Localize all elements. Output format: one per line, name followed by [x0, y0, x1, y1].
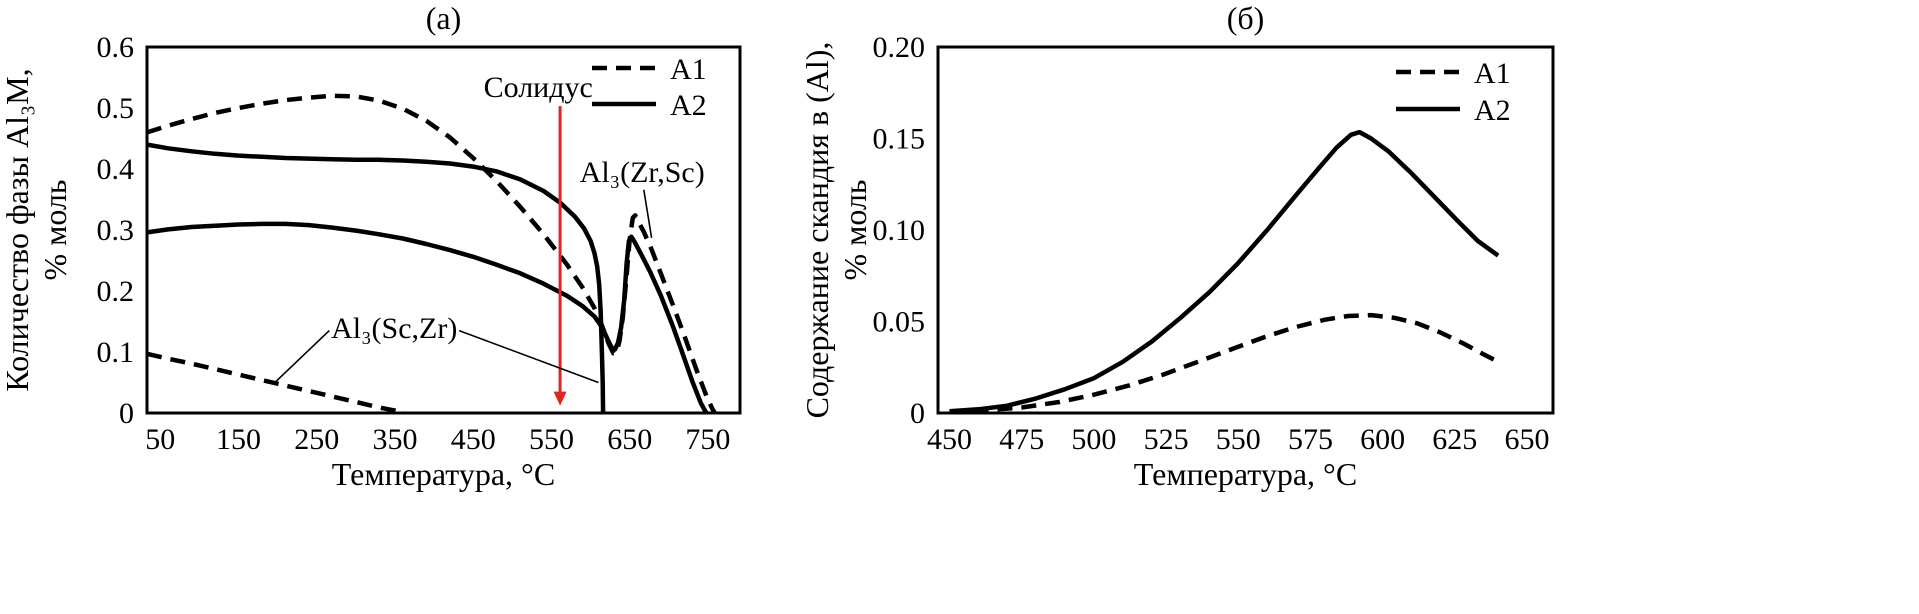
- chart-b-curve-A2-Sc-in-Al: [949, 129, 1500, 414]
- chart-b-legend-label-A2: A2: [1474, 94, 1511, 127]
- chart-a-x-tick-label: 250: [294, 423, 339, 456]
- chart-a-x-tick-label: 650: [607, 423, 652, 456]
- solidus-arrowhead-icon: [553, 391, 567, 406]
- chart-a-curve-A1-Al₃(Zr,Sc): [146, 93, 717, 415]
- chart-a-legend-label-A1: A1: [670, 53, 707, 86]
- chart-b-y-tick-label: 0.10: [873, 214, 926, 247]
- chart-b-y-tick-label: 0.20: [873, 31, 926, 64]
- chart-a-x-tick-label: 350: [373, 423, 418, 456]
- chart-a-ylabel-line1: Количество фазы Al₃M,: [0, 68, 35, 392]
- chart-a-frame: [145, 45, 742, 415]
- chart-b-legend-label-A1: A1: [1474, 57, 1511, 90]
- chart-b-x-tick-label: 625: [1432, 423, 1477, 456]
- chart-b-x-tick-label: 500: [1071, 423, 1116, 456]
- annotation-pointer-line: [458, 329, 599, 384]
- chart-b-ylabel-line1: Содержание скандия в (Al),: [799, 41, 835, 419]
- chart-a-y-tick-label: 0.2: [97, 275, 135, 308]
- chart-b-x-tick-label: 575: [1288, 423, 1333, 456]
- chart-a-curve-A2-Al₃(Zr,Sc): [146, 221, 709, 415]
- chart-a-curve-A2-Al₃(Sc,Zr): [146, 142, 606, 414]
- chart-a-title: (а): [425, 0, 462, 36]
- chart-b-x-tick-label: 550: [1216, 423, 1261, 456]
- chart-a-x-tick-label: 50: [145, 423, 175, 456]
- annotation-phase-sc-zr: Al₃(Sc,Zr): [331, 312, 457, 345]
- annotation-pointer-line: [643, 189, 653, 239]
- chart-a-legend-label-A2: A2: [670, 89, 707, 122]
- chart-b-title: (б): [1226, 0, 1265, 36]
- chart-b-x-tick-label: 600: [1360, 423, 1405, 456]
- chart-a-y-tick-label: 0.3: [97, 214, 135, 247]
- chart-b-y-tick-label: 0.15: [873, 123, 926, 156]
- chart-a-curve-A1-Al₃(Sc,Zr): [146, 351, 405, 416]
- chart-b-ylabel-line2: % моль: [837, 179, 873, 281]
- chart-b-x-tick-label: 525: [1144, 423, 1189, 456]
- chart-b-xlabel: Температура, °C: [1133, 456, 1358, 492]
- annotation-pointer-line: [275, 330, 330, 382]
- chart-b-x-tick-label: 475: [999, 423, 1044, 456]
- chart-a-x-tick-label: 550: [529, 423, 574, 456]
- chart-a-y-tick-label: 0.6: [97, 31, 135, 64]
- chart-a-y-tick-label: 0.5: [97, 92, 135, 125]
- chart-a-x-tick-label: 750: [685, 423, 730, 456]
- chart-a-xlabel: Температура, °C: [331, 456, 556, 492]
- chart-a-y-tick-label: 0.4: [97, 153, 135, 186]
- chart-a-ylabel-line2: % моль: [37, 179, 73, 281]
- chart-b-ylabel: Содержание скандия в (Al), % моль: [798, 42, 874, 419]
- chart-b-curve-A1-Sc-in-Al: [949, 312, 1500, 415]
- chart-a-ylabel: Количество фазы Al₃M, % моль: [0, 68, 74, 391]
- annotation-solidus: Солидус: [484, 71, 593, 104]
- chart-b-y-tick-label: 0: [910, 397, 925, 430]
- chart-a-y-tick-label: 0: [119, 397, 134, 430]
- chart-a-y-tick-label: 0.1: [97, 336, 135, 369]
- chart-b-y-tick-label: 0.05: [873, 306, 926, 339]
- chart-a-x-tick-label: 150: [216, 423, 261, 456]
- chart-b-frame: [936, 45, 1555, 415]
- annotation-phase-zr-sc: Al₃(Zr,Sc): [580, 156, 705, 189]
- chart-b-x-tick-label: 450: [927, 423, 972, 456]
- chart-a-x-tick-label: 450: [451, 423, 496, 456]
- chart-b-x-tick-label: 650: [1505, 423, 1550, 456]
